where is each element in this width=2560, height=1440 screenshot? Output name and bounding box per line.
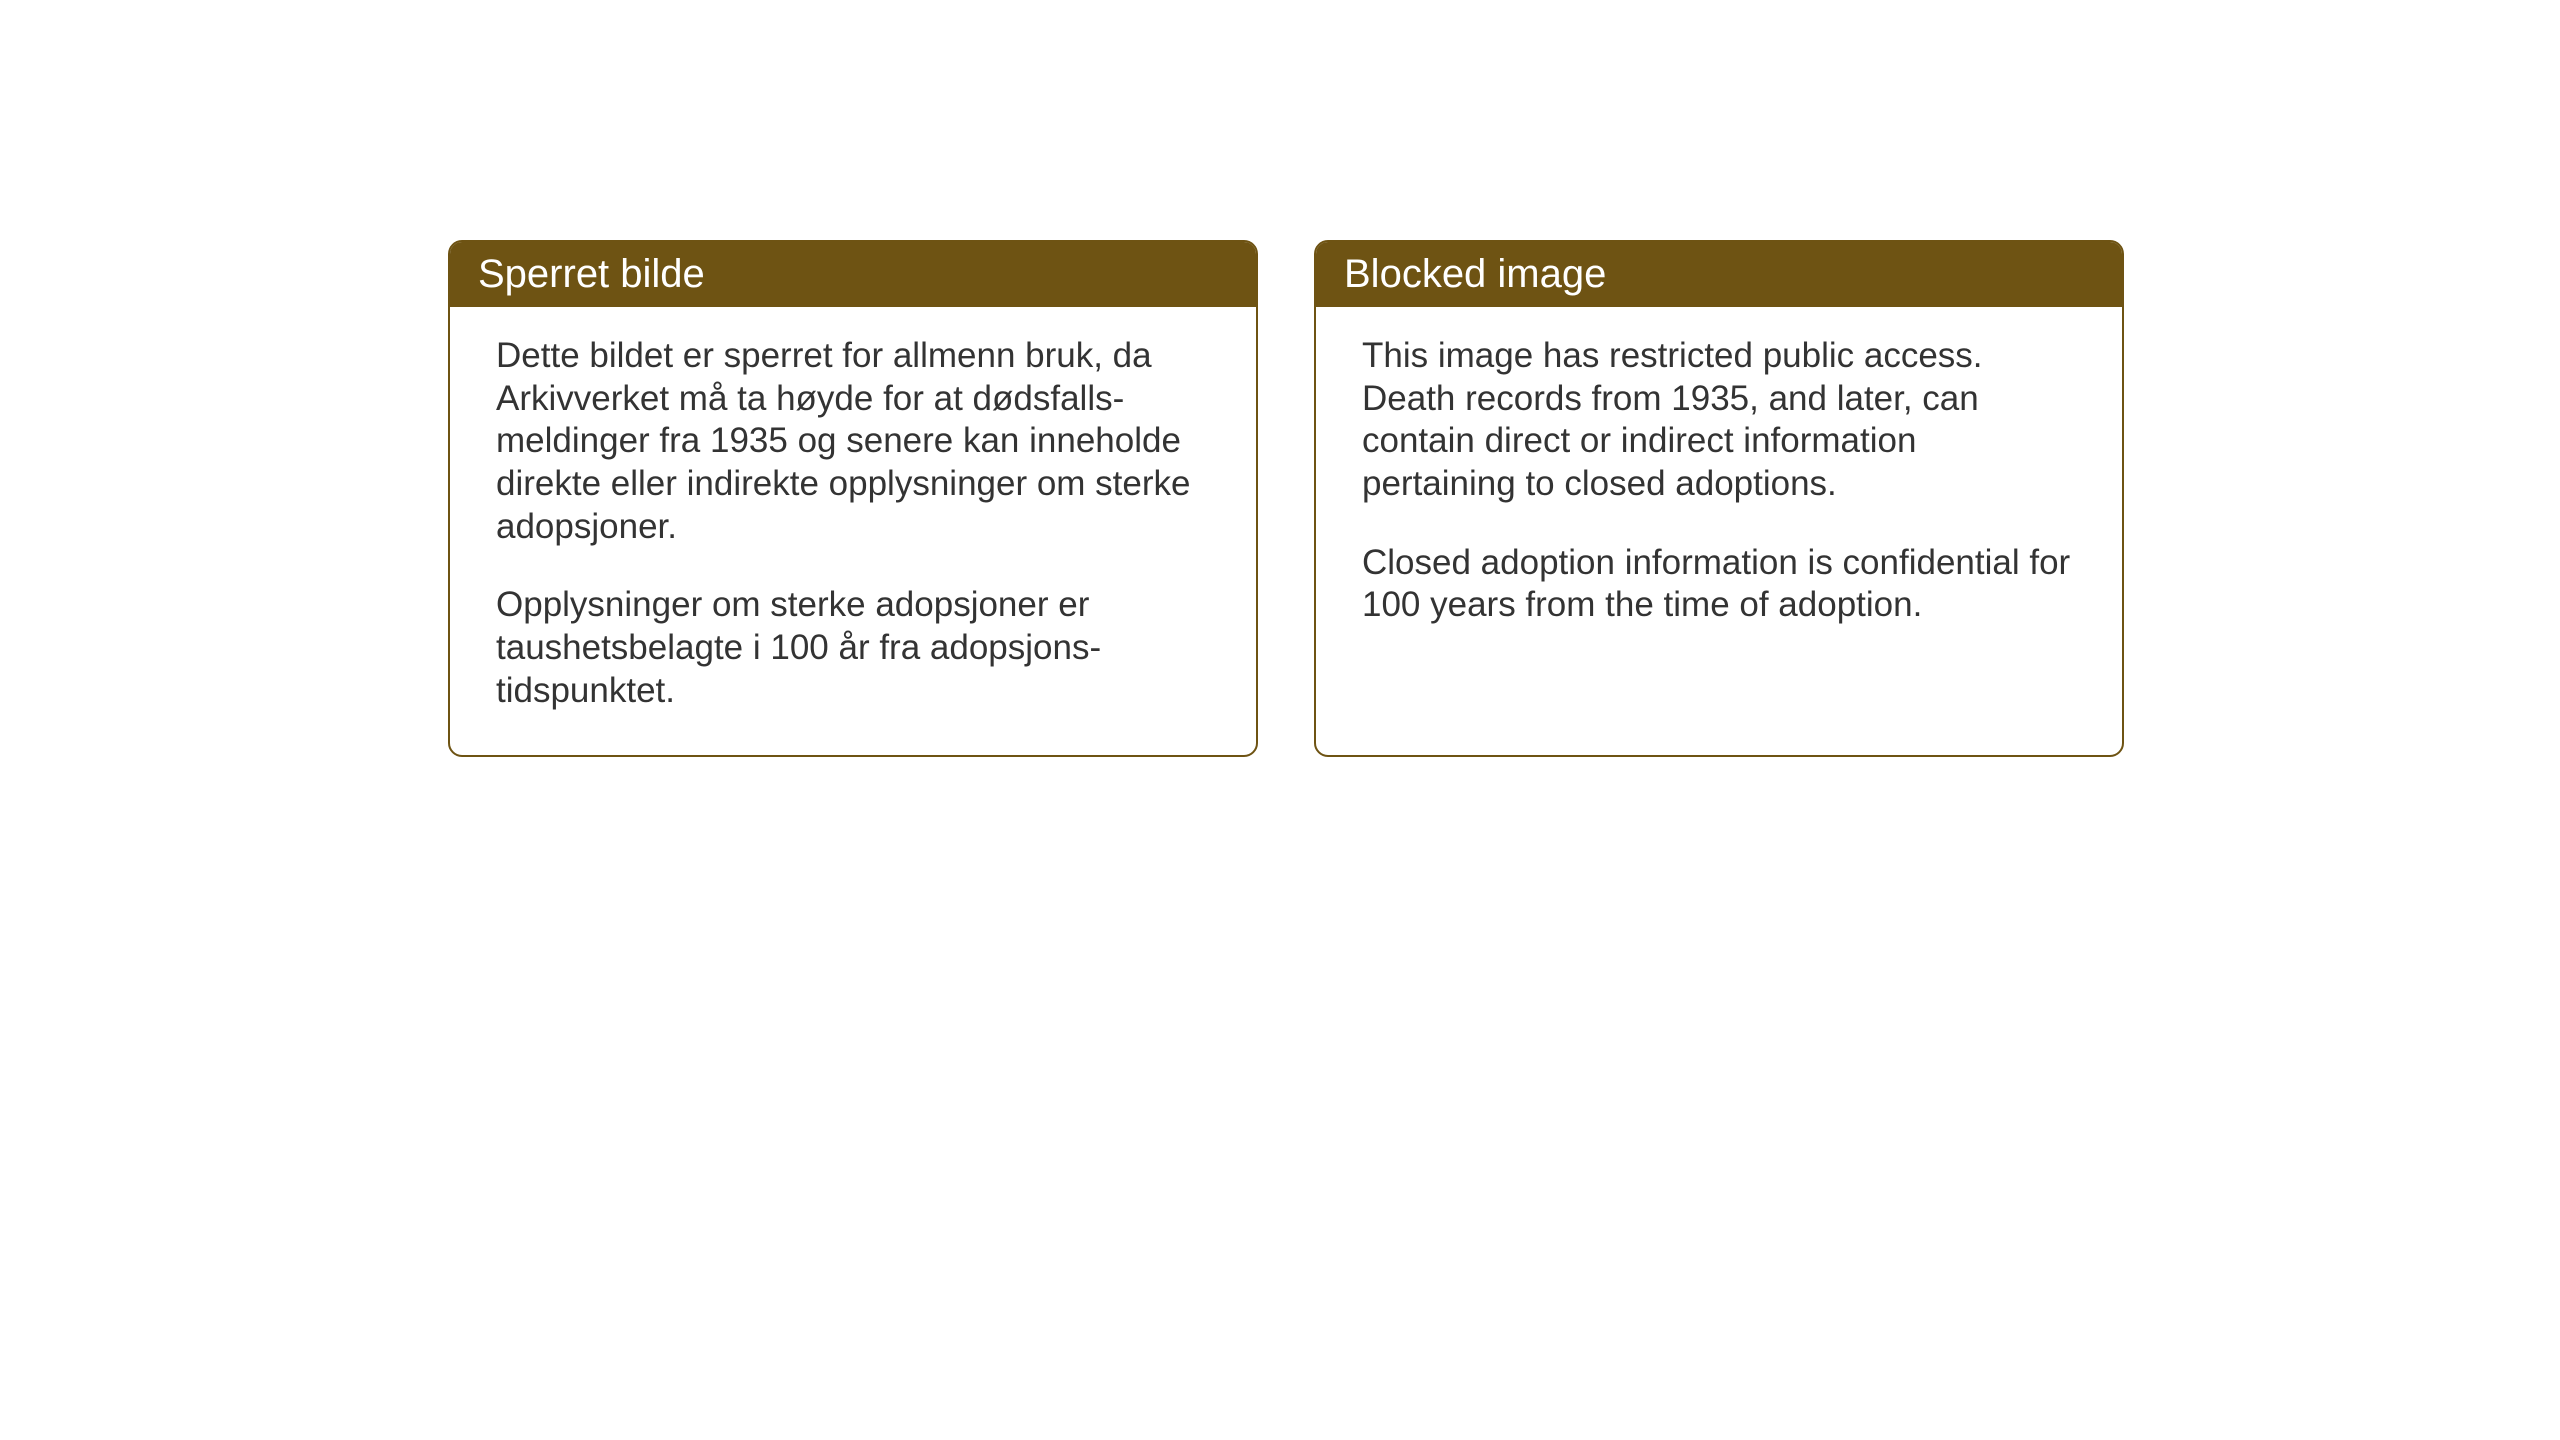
english-card-body: This image has restricted public access.…: [1316, 307, 2122, 669]
notice-container: Sperret bilde Dette bildet er sperret fo…: [448, 240, 2124, 757]
norwegian-notice-card: Sperret bilde Dette bildet er sperret fo…: [448, 240, 1258, 757]
english-card-title: Blocked image: [1316, 242, 2122, 307]
norwegian-paragraph-2: Opplysninger om sterke adopsjoner er tau…: [496, 584, 1210, 712]
norwegian-paragraph-1: Dette bildet er sperret for allmenn bruk…: [496, 335, 1210, 548]
english-paragraph-1: This image has restricted public access.…: [1362, 335, 2076, 506]
norwegian-card-title: Sperret bilde: [450, 242, 1256, 307]
english-paragraph-2: Closed adoption information is confident…: [1362, 542, 2076, 627]
norwegian-card-body: Dette bildet er sperret for allmenn bruk…: [450, 307, 1256, 755]
english-notice-card: Blocked image This image has restricted …: [1314, 240, 2124, 757]
